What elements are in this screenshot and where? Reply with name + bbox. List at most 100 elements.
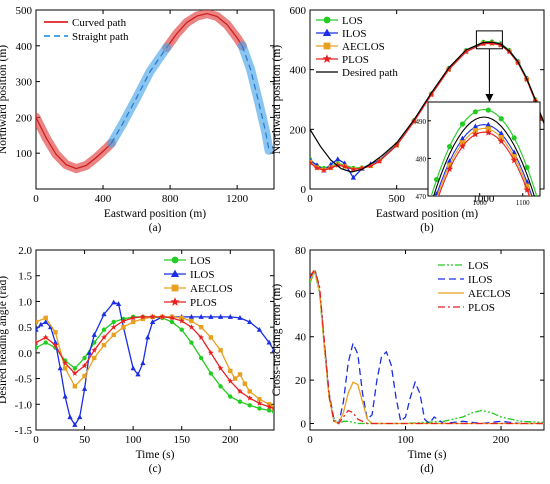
y-tick-label: 300 <box>16 77 33 89</box>
x-tick-label: 150 <box>173 434 190 446</box>
marker-square <box>36 319 39 325</box>
marker-square <box>121 324 126 330</box>
marker-star <box>327 165 334 171</box>
x-tick-label: 800 <box>162 193 179 205</box>
panel-c: 0 50 100 150 200 -1.5 -1.0 -0.5 0.0 0.5 1.0 1.5 2.0 T… <box>0 245 275 475</box>
panel-a: 0 400 800 1200 100 200 300 400 500 Eastward posit… <box>0 5 275 234</box>
marker-triangle <box>135 371 141 377</box>
x-tick-label: 100 <box>125 434 142 446</box>
plot-frame <box>309 9 545 190</box>
x-axis-label: Time (s) <box>408 449 447 461</box>
marker-circle <box>434 176 440 183</box>
x-axis-label: Time (s) <box>136 449 175 461</box>
inset-y-tick-label: 470 <box>416 193 427 201</box>
marker-triangle <box>227 313 233 319</box>
inset-x-tick-label: 1000 <box>473 199 488 207</box>
x-tick-label: 200 <box>222 434 239 446</box>
legend-label: ILOS <box>342 28 366 40</box>
y-tick-label: 100 <box>16 148 33 160</box>
y-tick-label: 400 <box>16 41 33 53</box>
x-tick-label: 1200 <box>226 193 249 205</box>
plot-frame <box>309 249 545 431</box>
marker-square <box>101 342 107 348</box>
marker-star <box>471 130 479 138</box>
marker-circle <box>323 16 331 24</box>
inset: 1000 1100 470 480 490 <box>416 101 543 225</box>
marker-triangle <box>86 349 93 355</box>
marker-star <box>537 115 544 122</box>
marker-triangle <box>322 28 332 37</box>
marker-star <box>101 334 107 340</box>
marker-triangle <box>198 313 204 319</box>
marker-triangle <box>111 299 117 305</box>
marker-star <box>322 54 332 63</box>
marker-star <box>217 365 224 371</box>
panel-label: (c) <box>149 463 162 475</box>
x-tick-label: 0 <box>307 193 313 205</box>
marker-square <box>208 335 214 340</box>
marker-square <box>237 372 243 377</box>
marker-square <box>459 140 466 146</box>
marker-star <box>489 40 495 46</box>
marker-square <box>257 396 262 402</box>
marker-circle <box>43 340 48 345</box>
inset-y-tick-label: 490 <box>416 118 427 126</box>
marker-triangle <box>271 347 274 353</box>
marker-triangle <box>81 385 88 391</box>
marker-star <box>42 334 49 340</box>
panel-label: (d) <box>420 463 434 475</box>
legend-label: PLOS <box>342 54 369 66</box>
marker-circle <box>459 121 466 127</box>
marker-star <box>198 334 205 340</box>
legend-label: AECLOS <box>468 288 511 300</box>
marker-square <box>62 366 68 371</box>
x-tick-label: 0 <box>33 434 39 446</box>
marker-triangle <box>266 339 272 345</box>
marker-triangle <box>237 315 243 320</box>
legend: LOS ILOS AECLOS PLOS <box>164 255 233 309</box>
panel-label: (b) <box>420 222 434 234</box>
plot-area <box>36 299 274 427</box>
marker-star <box>71 370 78 376</box>
marker-triangle <box>335 156 341 162</box>
marker-triangle <box>130 365 136 371</box>
marker-star <box>120 317 127 324</box>
series-band <box>237 41 274 155</box>
y-tick-label: 2.0 <box>18 245 32 257</box>
panel-b: 0 500 1000 0 200 400 600 Eastward position (m) N… <box>271 5 545 234</box>
marker-circle <box>472 109 478 115</box>
marker-square <box>446 162 453 168</box>
marker-triangle <box>247 319 253 324</box>
marker-circle <box>218 384 223 389</box>
plot-area <box>36 10 274 174</box>
marker-circle <box>257 406 262 411</box>
marker-triangle <box>328 161 334 167</box>
plot-area <box>310 39 544 180</box>
legend-label: AECLOS <box>190 283 233 295</box>
y-tick-label: 600 <box>290 5 307 17</box>
panel-d: 0 100 200 0 20 40 60 80 Time (s) Cross-tracking e… <box>271 245 545 475</box>
marker-star <box>271 405 274 411</box>
marker-star <box>139 313 146 320</box>
marker-triangle <box>537 219 543 225</box>
marker-star <box>510 156 518 164</box>
marker-star <box>484 129 492 136</box>
inset-frame <box>427 101 541 197</box>
y-tick-label: 0 <box>301 418 307 430</box>
y-tick-label: 1.0 <box>18 296 32 308</box>
marker-triangle <box>101 311 107 317</box>
legend: Curved path Straight path <box>44 17 129 43</box>
marker-square <box>247 389 252 394</box>
marker-square <box>179 315 184 321</box>
marker-star <box>320 167 327 173</box>
marker-square <box>43 315 48 321</box>
marker-star <box>207 349 214 356</box>
marker-triangle <box>91 331 97 337</box>
inset-series-line <box>433 116 535 196</box>
marker-triangle <box>485 121 492 128</box>
marker-star <box>376 158 383 164</box>
y-tick-label: -0.5 <box>15 374 33 386</box>
marker-circle <box>537 205 542 210</box>
marker-star <box>178 317 185 324</box>
